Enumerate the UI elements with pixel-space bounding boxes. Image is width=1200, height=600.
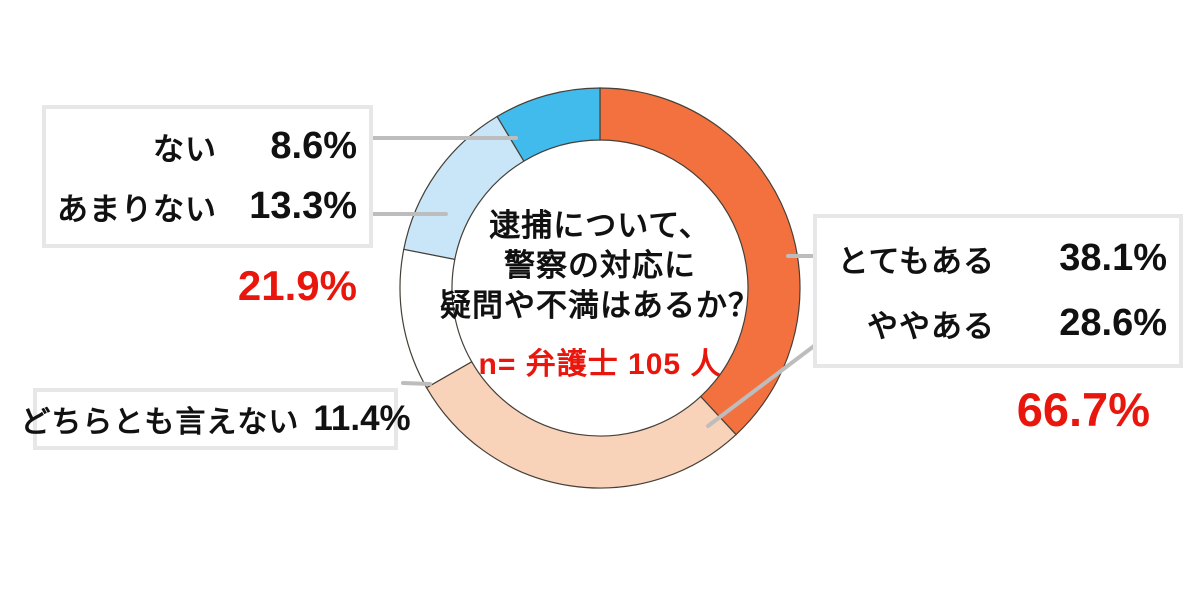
legend-box-negative: ない 8.6% あまりない 13.3% [42,105,373,248]
donut-segment-とてもある [599,87,801,436]
legend-value-dochiratomo: 11.4% [313,399,411,438]
sample-size-note: n= 弁護士 105 人 [478,348,722,381]
legend-row-totemoaru: とてもある 38.1% [823,236,1167,281]
legend-value-totemoaru: 38.1% [1059,237,1167,279]
legend-row-dochiratomo: どちらとも言えない 11.4% [20,397,410,441]
donut-center-text: 逮捕について、 警察の対応に 疑問や不満はあるか？ n= 弁護士 105 人 [410,206,790,383]
legend-row-yayaaru: ややある 28.6% [823,301,1167,346]
legend-row-amarinai: あまりない 13.3% [52,184,357,229]
legend-label-totemoaru: とてもある [837,244,995,279]
leader-line-dochiratomo [401,381,432,386]
chart-title-line-3: 疑問や不満はあるか？ [440,288,760,323]
positive-group-total: 66.7% [1016,383,1150,436]
legend-value-amarinai: 13.3% [249,184,357,227]
legend-value-nai: 8.6% [270,125,357,168]
legend-label-dochiratomo: どちらとも言えない [20,406,300,439]
legend-label-nai: ない [153,132,217,168]
leader-line-yayaaru [706,341,820,428]
chart-title-line-2: 警察の対応に [504,248,696,283]
legend-label-yayaaru: ややある [867,309,995,344]
legend-value-yayaaru: 28.6% [1059,302,1167,344]
donut-segment-ない [496,87,601,162]
negative-group-total: 21.9% [237,262,357,309]
legend-label-amarinai: あまりない [57,191,217,227]
legend-box-neutral: どちらとも言えない 11.4% [20,388,411,450]
legend-box-positive: とてもある 38.1% ややある 28.6% [813,214,1183,368]
chart-title-line-1: 逮捕について、 [489,208,711,243]
legend-row-nai: ない 8.6% [52,124,357,169]
